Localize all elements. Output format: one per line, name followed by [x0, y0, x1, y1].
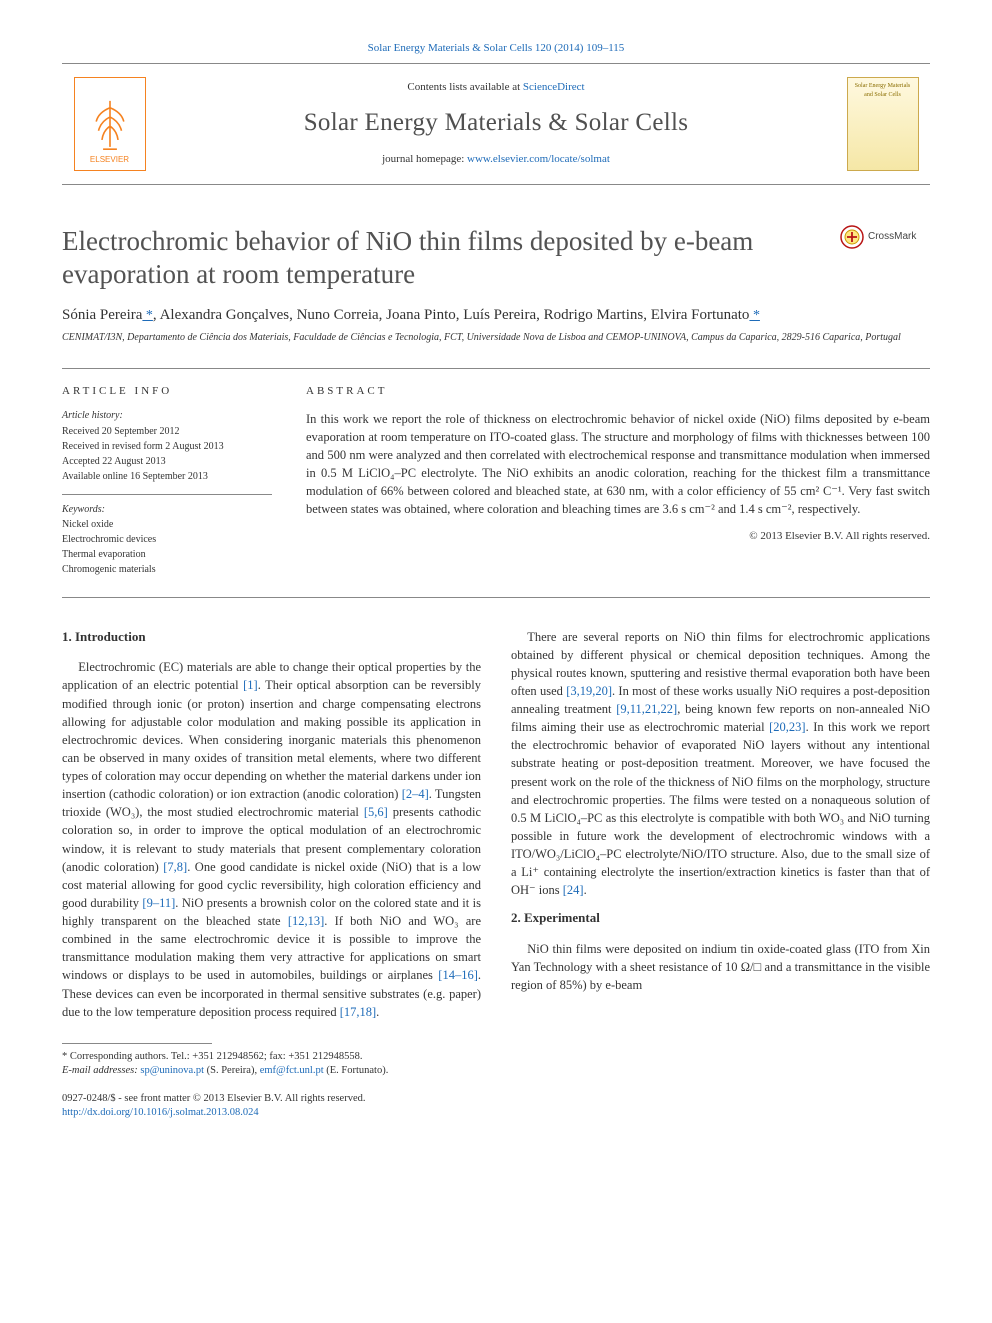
masthead-center: Contents lists available at ScienceDirec…: [157, 64, 835, 184]
text-run: . Their optical absorption can be revers…: [62, 678, 481, 801]
intro-paragraph-1: Electrochromic (EC) materials are able t…: [62, 658, 481, 1021]
homepage-prefix: journal homepage:: [382, 153, 467, 165]
journal-cover-slot: Solar Energy Materials and Solar Cells: [835, 64, 930, 184]
keywords-head: Keywords:: [62, 494, 272, 517]
abstract-copyright: © 2013 Elsevier B.V. All rights reserved…: [306, 528, 930, 545]
ref-link[interactable]: [9,11,21,22]: [616, 702, 677, 716]
abstract-heading: abstract: [306, 383, 930, 400]
ref-link[interactable]: [9–11]: [142, 896, 175, 910]
author-email-link[interactable]: emf@fct.unl.pt: [260, 1065, 324, 1076]
contents-line: Contents lists available at ScienceDirec…: [157, 79, 835, 96]
history-accepted: Accepted 22 August 2013: [62, 454, 272, 469]
abstract-text: In this work we report the role of thick…: [306, 410, 930, 519]
corr-mark-1[interactable]: *: [142, 308, 153, 323]
elsevier-logo: ELSEVIER: [74, 77, 146, 171]
footnote-separator: [62, 1043, 212, 1044]
keyword: Chromogenic materials: [62, 562, 272, 577]
text-run: .: [376, 1005, 379, 1019]
keyword: Nickel oxide: [62, 517, 272, 532]
keyword: Thermal evaporation: [62, 547, 272, 562]
section-heading-experimental: 2. Experimental: [511, 909, 930, 928]
sciencedirect-link[interactable]: ScienceDirect: [523, 81, 585, 93]
journal-citation: Solar Energy Materials & Solar Cells 120…: [62, 40, 930, 57]
section-heading-intro: 1. Introduction: [62, 628, 481, 647]
journal-cover-thumb: Solar Energy Materials and Solar Cells: [847, 77, 919, 171]
article-info-heading: article info: [62, 383, 272, 400]
footnotes: * Corresponding authors. Tel.: +351 2129…: [62, 1050, 930, 1078]
history-head: Article history:: [62, 408, 272, 423]
ref-link[interactable]: [20,23]: [769, 720, 805, 734]
journal-citation-link[interactable]: Solar Energy Materials & Solar Cells 120…: [368, 42, 625, 54]
experimental-paragraph-1: NiO thin films were deposited on indium …: [511, 940, 930, 994]
ref-link[interactable]: [1]: [243, 678, 258, 692]
issn-line: 0927-0248/$ - see front matter © 2013 El…: [62, 1092, 930, 1106]
ref-link[interactable]: [2–4]: [402, 787, 429, 801]
history-revised: Received in revised form 2 August 2013: [62, 439, 272, 454]
body-columns: 1. Introduction Electrochromic (EC) mate…: [62, 628, 930, 1021]
history-received: Received 20 September 2012: [62, 424, 272, 439]
ref-link[interactable]: [7,8]: [163, 860, 187, 874]
email-who: (S. Pereira),: [204, 1065, 260, 1076]
meta-row: article info Article history: Received 2…: [62, 368, 930, 598]
doi-link[interactable]: http://dx.doi.org/10.1016/j.solmat.2013.…: [62, 1107, 259, 1118]
ref-link[interactable]: [17,18]: [340, 1005, 376, 1019]
homepage-link[interactable]: www.elsevier.com/locate/solmat: [467, 153, 610, 165]
cover-label: Solar Energy Materials and Solar Cells: [852, 82, 914, 100]
crossmark-label: CrossMark: [868, 229, 916, 244]
ref-link[interactable]: [14–16]: [438, 968, 478, 982]
ref-link[interactable]: [12,13]: [288, 914, 324, 928]
journal-homepage: journal homepage: www.elsevier.com/locat…: [157, 151, 835, 168]
crossmark-icon: [840, 225, 864, 249]
elsevier-logo-label: ELSEVIER: [90, 154, 129, 166]
history-online: Available online 16 September 2013: [62, 469, 272, 484]
email-label: E-mail addresses:: [62, 1065, 140, 1076]
ref-link[interactable]: [24]: [563, 883, 584, 897]
author-list: Sónia Pereira *, Alexandra Gonçalves, Nu…: [62, 304, 930, 327]
text-run: .: [584, 883, 587, 897]
contents-prefix: Contents lists available at: [407, 81, 522, 93]
page: Solar Energy Materials & Solar Cells 120…: [0, 0, 992, 1151]
journal-title: Solar Energy Materials & Solar Cells: [157, 104, 835, 142]
article-info: article info Article history: Received 2…: [62, 383, 272, 577]
author-email-link[interactable]: sp@uninova.pt: [140, 1065, 204, 1076]
footer: 0927-0248/$ - see front matter © 2013 El…: [62, 1092, 930, 1120]
corresponding-note: * Corresponding authors. Tel.: +351 2129…: [62, 1050, 930, 1064]
publisher-logo-slot: ELSEVIER: [62, 64, 157, 184]
intro-paragraph-2: There are several reports on NiO thin fi…: [511, 628, 930, 900]
elsevier-tree-icon: [87, 96, 133, 154]
email-who: (E. Fortunato).: [324, 1065, 389, 1076]
corr-mark-2[interactable]: *: [749, 308, 760, 323]
title-row: Electrochromic behavior of NiO thin film…: [62, 225, 930, 293]
email-line: E-mail addresses: sp@uninova.pt (S. Pere…: [62, 1064, 930, 1078]
ref-link[interactable]: [3,19,20]: [566, 684, 612, 698]
keyword: Electrochromic devices: [62, 532, 272, 547]
text-run: . In this work we report the electrochro…: [511, 720, 930, 897]
paper-title: Electrochromic behavior of NiO thin film…: [62, 225, 820, 293]
crossmark-badge[interactable]: CrossMark: [840, 225, 930, 249]
masthead: ELSEVIER Contents lists available at Sci…: [62, 63, 930, 185]
ref-link[interactable]: [5,6]: [364, 805, 388, 819]
abstract-block: abstract In this work we report the role…: [306, 383, 930, 577]
affiliation: CENIMAT/I3N, Departamento de Ciência dos…: [62, 331, 930, 345]
